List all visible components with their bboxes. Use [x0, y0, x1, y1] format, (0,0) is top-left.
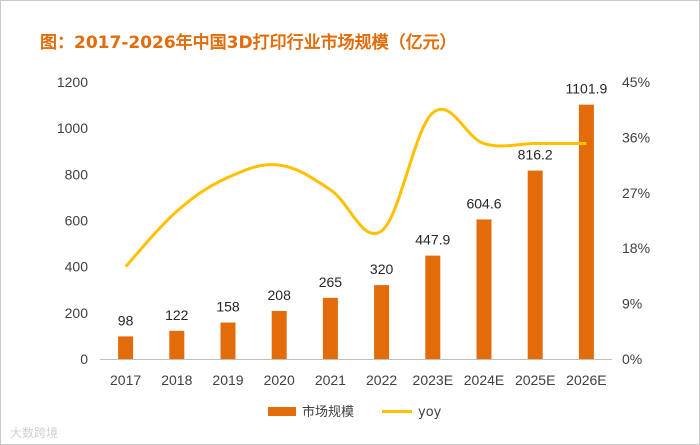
- x-tick-label: 2024E: [464, 372, 504, 388]
- bar: [578, 104, 594, 360]
- x-tick-label: 2017: [110, 372, 141, 388]
- bar-value-label: 604.6: [466, 195, 501, 211]
- left-axis: 0 200 400 600 800 1000 1200: [57, 74, 88, 367]
- bar-value-label: 98: [118, 312, 134, 328]
- bar-labels: 98 122 158 208 265 320 447.9 604.6 816.2 1101.9: [118, 81, 608, 329]
- bar-value-label: 816.2: [518, 147, 553, 163]
- chart-title: 图：2017-2026年中国3D打印行业市场规模（亿元）: [40, 33, 457, 53]
- left-tick-label: 1000: [57, 120, 88, 136]
- left-tick-label: 600: [65, 213, 89, 229]
- bar: [374, 285, 390, 359]
- left-tick-label: 200: [65, 305, 89, 321]
- bar-value-label: 265: [319, 274, 343, 290]
- yoy-line: [124, 107, 587, 268]
- bar: [476, 219, 492, 359]
- left-tick-label: 400: [65, 259, 89, 275]
- right-tick-label: 9%: [622, 296, 642, 312]
- right-tick-label: 27%: [622, 185, 650, 201]
- bar: [169, 330, 185, 359]
- bar: [527, 170, 543, 359]
- bar-value-label: 320: [370, 261, 394, 277]
- right-tick-label: 18%: [622, 240, 650, 256]
- x-tick-label: 2022: [366, 372, 397, 388]
- left-tick-label: 800: [65, 166, 89, 182]
- x-tick-label: 2018: [161, 372, 192, 388]
- bars: [118, 104, 594, 360]
- left-tick-label: 0: [80, 351, 88, 367]
- bar-value-label: 122: [165, 307, 189, 323]
- x-tick-label: 2023E: [413, 372, 453, 388]
- left-tick-label: 1200: [57, 74, 88, 90]
- bar: [425, 255, 441, 359]
- x-tick-label: 2019: [212, 372, 243, 388]
- legend-label-bar: 市场规模: [302, 404, 354, 420]
- legend-swatch-bar: [268, 407, 296, 416]
- bar-value-label: 208: [268, 287, 292, 303]
- bar-value-label: 158: [216, 299, 240, 315]
- bar-value-label: 1101.9: [566, 81, 608, 97]
- bar: [220, 322, 236, 359]
- x-tick-label: 2020: [264, 372, 295, 388]
- bar: [118, 336, 134, 359]
- x-tick-label: 2025E: [515, 372, 555, 388]
- watermark: 大数跨境: [10, 426, 59, 440]
- bar: [322, 297, 338, 359]
- right-axis: 0% 9% 18% 27% 36% 45%: [622, 74, 650, 367]
- x-tick-label: 2026E: [566, 372, 606, 388]
- x-axis-labels: 2017 2018 2019 2020 2021 2022 2023E 2024E 2025E 2…: [110, 372, 607, 388]
- right-tick-label: 36%: [622, 129, 650, 145]
- legend: 市场规模 yoy: [268, 404, 442, 420]
- bar-value-label: 447.9: [415, 232, 450, 248]
- right-tick-label: 0%: [622, 351, 642, 367]
- legend-label-line: yoy: [418, 405, 442, 420]
- x-tick-label: 2021: [315, 372, 346, 388]
- bar: [271, 310, 287, 359]
- right-tick-label: 45%: [622, 74, 650, 90]
